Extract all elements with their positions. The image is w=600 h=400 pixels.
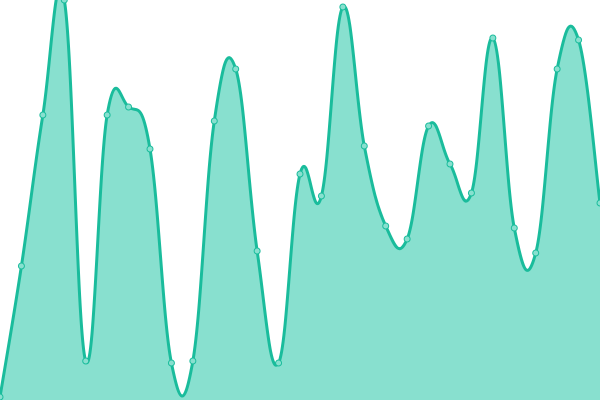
data-point-7[interactable] [146, 145, 154, 153]
data-point-18[interactable] [382, 222, 390, 230]
data-point-6[interactable] [125, 103, 133, 111]
data-point-21[interactable] [446, 160, 454, 168]
data-point-0[interactable] [0, 393, 4, 400]
data-point-14[interactable] [296, 170, 304, 178]
data-point-15[interactable] [317, 192, 325, 200]
data-point-10[interactable] [210, 117, 218, 125]
data-point-8[interactable] [167, 359, 175, 367]
data-point-23[interactable] [489, 34, 497, 42]
data-point-27[interactable] [575, 36, 583, 44]
data-point-26[interactable] [553, 65, 561, 73]
data-point-3[interactable] [60, 0, 68, 4]
data-point-4[interactable] [82, 357, 90, 365]
data-point-16[interactable] [339, 3, 347, 11]
data-point-1[interactable] [17, 262, 25, 270]
data-point-2[interactable] [39, 111, 47, 119]
data-point-12[interactable] [253, 247, 261, 255]
data-point-19[interactable] [403, 235, 411, 243]
data-point-5[interactable] [103, 111, 111, 119]
data-point-25[interactable] [532, 249, 540, 257]
data-point-20[interactable] [425, 122, 433, 130]
data-point-28[interactable] [596, 199, 600, 207]
data-point-24[interactable] [510, 224, 518, 232]
data-point-17[interactable] [360, 142, 368, 150]
data-point-9[interactable] [189, 357, 197, 365]
data-point-22[interactable] [467, 189, 475, 197]
data-point-13[interactable] [275, 359, 283, 367]
data-point-11[interactable] [232, 65, 240, 73]
